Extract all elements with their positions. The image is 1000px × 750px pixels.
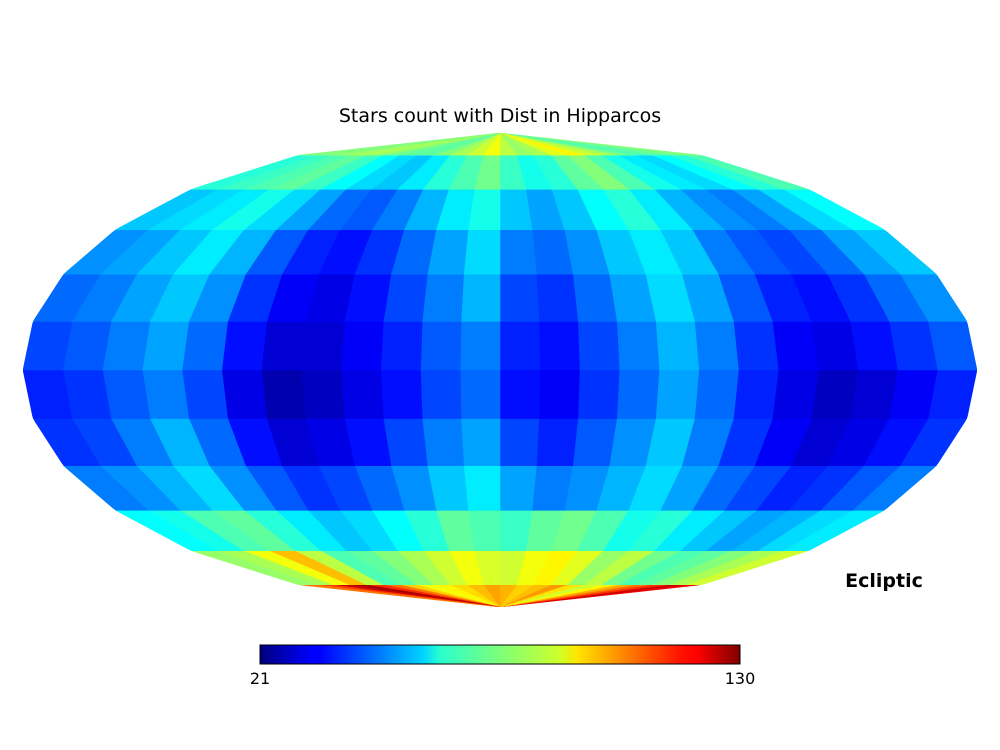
map-cell	[655, 369, 700, 419]
map-cell	[459, 369, 501, 419]
map-cell	[340, 321, 384, 371]
colorbar-min-label: 21	[250, 669, 270, 688]
map-cell	[499, 133, 669, 156]
map-cell	[141, 369, 190, 419]
map-cell	[460, 273, 501, 322]
map-cell	[298, 133, 501, 156]
map-cell	[221, 321, 267, 371]
map-cell	[538, 369, 580, 419]
map-cell	[772, 369, 819, 419]
map-cell	[733, 321, 779, 371]
map-cell	[420, 321, 462, 371]
map-cell	[577, 321, 620, 371]
map-cell	[499, 418, 540, 467]
map-cell	[300, 321, 345, 371]
map-cell	[538, 321, 580, 371]
map-cell	[499, 133, 618, 156]
map-cell	[460, 418, 501, 467]
map-cell	[499, 133, 568, 156]
map-cell	[810, 321, 859, 371]
map-cell	[694, 321, 739, 371]
map-cell	[849, 369, 898, 419]
map-cell	[261, 369, 306, 419]
map-cell	[499, 465, 537, 511]
map-cell	[499, 229, 537, 275]
mollweide-map	[23, 133, 977, 607]
colorbar-max-label: 130	[725, 669, 756, 688]
map-cell	[380, 321, 423, 371]
map-cell	[499, 369, 541, 419]
map-cell	[577, 369, 620, 419]
map-cell	[141, 321, 190, 371]
map-cell	[733, 369, 779, 419]
map-cell	[463, 229, 501, 275]
map-cell	[499, 133, 652, 156]
map-cell	[810, 369, 859, 419]
colorbar: 21 130	[250, 644, 756, 688]
coordinate-system-label: Ecliptic	[845, 570, 923, 592]
map-cell	[261, 321, 306, 371]
map-cell	[340, 369, 384, 419]
map-cell	[499, 133, 702, 156]
map-cell	[181, 321, 228, 371]
map-cell	[181, 369, 228, 419]
map-cell	[221, 369, 267, 419]
map-cell	[499, 273, 540, 322]
map-cell	[463, 465, 501, 511]
map-cell	[536, 418, 579, 467]
map-cell	[499, 321, 541, 371]
map-cell	[572, 273, 618, 322]
colorbar-gradient	[259, 644, 741, 665]
map-cell	[499, 133, 601, 156]
map-cell	[694, 369, 739, 419]
map-cell	[420, 369, 462, 419]
map-cell	[572, 418, 618, 467]
map-cell	[536, 273, 579, 322]
map-cell	[499, 133, 535, 156]
map-cell	[499, 133, 635, 156]
map-cell	[499, 133, 551, 156]
map-cell	[616, 321, 660, 371]
map-cell	[849, 321, 898, 371]
map-cell	[300, 369, 345, 419]
map-cell	[616, 369, 660, 419]
map-cell	[421, 418, 464, 467]
map-cell	[655, 321, 700, 371]
map-cell	[421, 273, 464, 322]
map-cell	[499, 133, 686, 156]
map-cell	[772, 321, 819, 371]
map-cell	[380, 369, 423, 419]
map-cell	[499, 133, 518, 156]
map-cell	[499, 133, 585, 156]
map-cell	[459, 321, 501, 371]
chart-title: Stars count with Dist in Hipparcos	[339, 105, 661, 127]
